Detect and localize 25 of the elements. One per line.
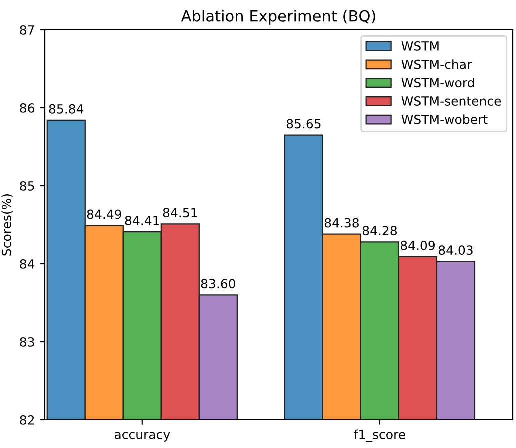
legend-label: WSTM-char — [402, 60, 472, 70]
chart-title: Ablation Experiment (BQ) — [181, 10, 376, 25]
legend-label: WSTM-word — [402, 78, 474, 88]
y-tick-label: 87 — [20, 25, 34, 35]
data-label: 84.28 — [362, 226, 397, 236]
data-label: 84.51 — [163, 208, 198, 218]
y-tick-label: 85 — [20, 181, 34, 191]
data-label: 84.41 — [125, 216, 160, 226]
legend-label: WSTM-wobert — [402, 114, 488, 124]
legend-label: WSTM-sentence — [402, 96, 502, 106]
data-label: 83.60 — [201, 279, 236, 289]
y-tick-label: 83 — [20, 337, 34, 347]
data-label: 84.09 — [400, 240, 435, 250]
data-label: 84.38 — [324, 218, 359, 228]
legend-label: WSTM — [402, 41, 439, 51]
data-label: 84.49 — [87, 210, 122, 220]
y-axis-title: Scores(%) — [2, 194, 13, 256]
x-tick-label: f1_score — [354, 430, 406, 442]
data-label: 84.03 — [438, 246, 473, 256]
y-tick-label: 86 — [20, 103, 34, 113]
y-tick-label: 82 — [20, 415, 34, 425]
data-label: 85.84 — [49, 104, 84, 114]
x-tick-label: accuracy — [114, 432, 170, 442]
data-label: 85.65 — [286, 119, 321, 129]
y-tick-label: 84 — [20, 259, 35, 269]
